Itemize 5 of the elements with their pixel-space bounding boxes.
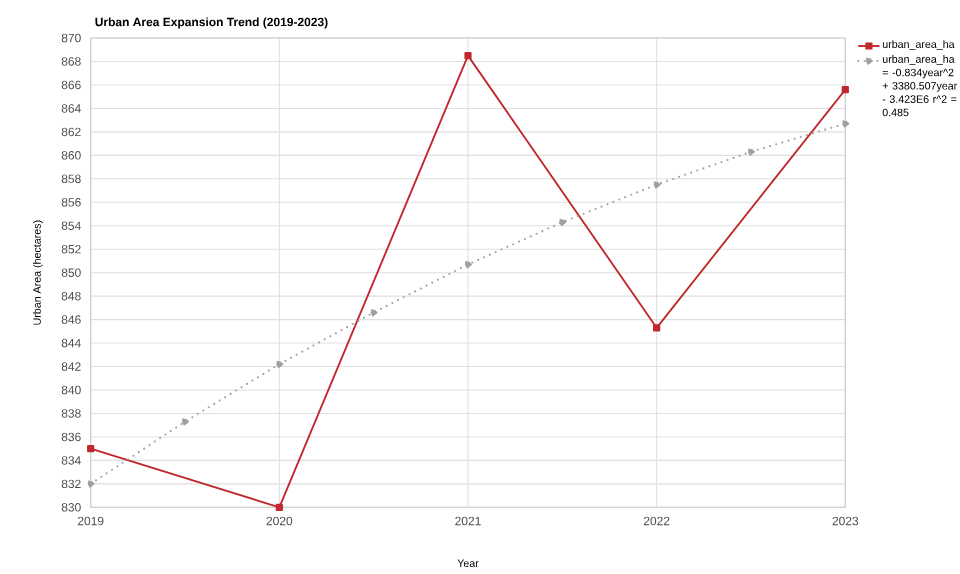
point	[87, 445, 95, 453]
point	[841, 86, 849, 94]
point	[275, 503, 283, 511]
point	[464, 52, 472, 60]
point	[653, 324, 661, 332]
